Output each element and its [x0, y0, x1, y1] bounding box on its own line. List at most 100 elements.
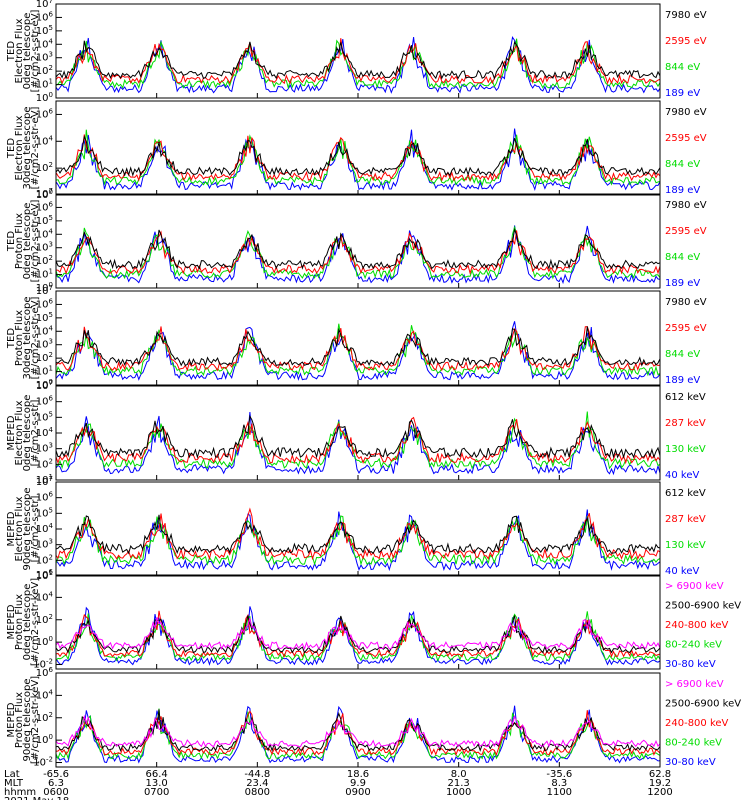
y-axis-label: Proton Flux	[14, 594, 25, 650]
y-axis-label: 0deg telescope	[22, 395, 33, 472]
series-trace	[55, 710, 661, 757]
x-axis-labels: LatMLThhmm-65.66.3060066.413.00700-44.82…	[4, 769, 673, 800]
y-axis-label: [#/cm2-s-str-eV]	[30, 297, 41, 380]
x-row-label: MLT	[4, 778, 24, 789]
legend-label: 7980 eV	[665, 297, 707, 308]
series-trace	[55, 411, 661, 470]
y-axis-label: Proton Flux	[14, 310, 25, 366]
x-tick-label: -65.6	[43, 769, 69, 780]
x-row-label: hhmm	[4, 787, 36, 798]
y-axis-label: [#/cm2-s-str]	[30, 399, 41, 466]
legend-label: 189 eV	[665, 375, 700, 386]
x-tick-label: 0600	[43, 787, 68, 798]
y-axis-label: TED	[6, 231, 17, 252]
y-tick-label: 107	[36, 284, 53, 297]
x-tick-label: 21.3	[448, 778, 470, 789]
legend-label: 240-800 keV	[665, 718, 729, 729]
y-axis-label: [#/cm2-s-str-eV]	[30, 107, 41, 190]
x-tick-label: -35.6	[546, 769, 572, 780]
x-tick-label: 23.4	[246, 778, 268, 789]
legend-label: 189 eV	[665, 88, 700, 99]
series-trace	[55, 507, 661, 561]
series-trace	[55, 414, 661, 460]
series-trace	[55, 610, 661, 658]
legend-label: 7980 eV	[665, 200, 707, 211]
legend-label: 240-800 keV	[665, 620, 729, 631]
x-tick-label: 6.3	[48, 778, 64, 789]
panel-frame	[55, 193, 661, 289]
series-trace	[55, 709, 661, 753]
legend-label: 7980 eV	[665, 107, 707, 118]
series-trace	[55, 230, 661, 276]
y-axis-label: MEPED	[6, 604, 17, 639]
y-axis-label: 90deg telescope	[22, 487, 33, 570]
y-axis-label: 30deg telescope	[22, 106, 33, 189]
legend-label: 844 eV	[665, 159, 700, 170]
series-trace	[55, 326, 661, 367]
series-trace	[55, 225, 661, 285]
x-tick-label: 19.2	[649, 778, 671, 789]
y-axis-label: 0deg telescope	[22, 13, 33, 90]
legend-label: 612 keV	[665, 392, 706, 403]
series-trace	[55, 40, 661, 81]
legend-label: 2595 eV	[665, 323, 707, 334]
x-tick-label: 9.9	[350, 778, 366, 789]
y-axis-label: Electron Flux	[14, 115, 25, 180]
series-trace	[55, 705, 661, 764]
series-trace	[55, 708, 661, 760]
x-tick-label: 18.6	[347, 769, 369, 780]
series-trace	[55, 326, 661, 372]
y-axis-label: MEPED	[6, 511, 17, 546]
legend-label: 7980 eV	[665, 10, 707, 21]
series-trace	[55, 134, 661, 182]
legend-label: 2595 eV	[665, 133, 707, 144]
y-axis-label: Electron Flux	[14, 18, 25, 83]
x-tick-label: 1000	[446, 787, 471, 798]
y-axis-label: Proton Flux	[14, 692, 25, 748]
series-trace	[55, 129, 661, 187]
y-axis-label: TED	[6, 328, 17, 349]
series-trace	[55, 611, 661, 663]
series-trace	[55, 606, 661, 666]
legend-label: 130 keV	[665, 540, 706, 551]
y-axis-label: Electron Flux	[14, 496, 25, 561]
y-axis-label: [#/cm2-s-str-eV]	[30, 200, 41, 283]
y-axis-label: Electron Flux	[14, 400, 25, 465]
legend-label: 2595 eV	[665, 226, 707, 237]
y-axis-label: 0deg telescope	[22, 584, 33, 661]
y-axis-label: [#/cm2-s-str-keV]	[30, 676, 41, 764]
y-tick-label: 107	[36, 0, 53, 10]
y-axis-label: 90deg telescope	[22, 678, 33, 761]
y-axis-label: 30deg telescope	[22, 296, 33, 379]
y-tick-label: 107	[36, 379, 53, 392]
legend-label: 80-240 keV	[665, 738, 722, 749]
legend-label: 287 keV	[665, 418, 706, 429]
y-axis-label: [#/cm2-s-str-eV]	[30, 10, 41, 93]
legend-label: 287 keV	[665, 514, 706, 525]
series-trace	[55, 128, 661, 192]
y-tick-label: 107	[36, 475, 53, 488]
legend-label: 40 keV	[665, 566, 699, 577]
y-axis-label: TED	[6, 41, 17, 62]
x-row-label: Lat	[4, 769, 20, 780]
y-axis-label: Proton Flux	[14, 213, 25, 269]
x-tick-label: 66.4	[146, 769, 168, 780]
legend-label: 2595 eV	[665, 36, 707, 47]
series-trace	[55, 617, 661, 651]
x-tick-label: 0700	[144, 787, 169, 798]
y-axis-label: [#/cm2-s-str]	[30, 495, 41, 562]
series-trace	[55, 416, 661, 465]
panel-frame	[55, 100, 661, 196]
series-trace	[55, 515, 661, 567]
x-tick-label: 1200	[647, 787, 672, 798]
x-tick-label: -44.8	[244, 769, 270, 780]
x-tick-label: 62.8	[649, 769, 671, 780]
y-tick-label: 107	[36, 187, 53, 200]
legend-label: 844 eV	[665, 349, 700, 360]
